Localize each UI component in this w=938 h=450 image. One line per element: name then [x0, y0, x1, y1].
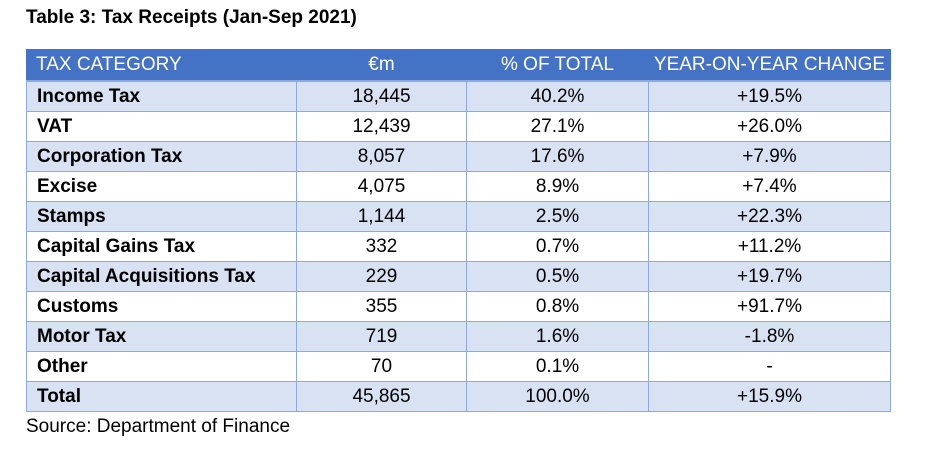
cell-change: -1.8% — [648, 321, 891, 352]
table-row: Income Tax 18,445 40.2% +19.5% — [26, 80, 891, 112]
cell-change: +11.2% — [648, 231, 891, 262]
cell-category: VAT — [26, 111, 297, 142]
table-row: Corporation Tax 8,057 17.6% +7.9% — [26, 141, 891, 172]
cell-category: Total — [26, 381, 297, 412]
cell-amount: 70 — [296, 351, 467, 382]
cell-change: +7.4% — [648, 171, 891, 202]
cell-share: 0.7% — [466, 231, 649, 262]
cell-amount: 12,439 — [296, 111, 467, 142]
cell-category: Excise — [26, 171, 297, 202]
cell-category: Capital Acquisitions Tax — [26, 261, 297, 292]
table-row: Other 70 0.1% - — [26, 351, 891, 382]
cell-amount: 332 — [296, 231, 467, 262]
cell-share: 17.6% — [466, 141, 649, 172]
tax-receipts-table: TAX CATEGORY €m % OF TOTAL YEAR-ON-YEAR … — [26, 49, 891, 412]
header-year-on-year-change: YEAR-ON-YEAR CHANGE — [648, 49, 891, 82]
table-header-row: TAX CATEGORY €m % OF TOTAL YEAR-ON-YEAR … — [26, 49, 891, 82]
cell-share: 100.0% — [466, 381, 649, 412]
cell-change: +91.7% — [648, 291, 891, 322]
cell-category: Motor Tax — [26, 321, 297, 352]
table-title: Table 3: Tax Receipts (Jan-Sep 2021) — [26, 7, 357, 28]
cell-share: 0.8% — [466, 291, 649, 322]
cell-amount: 229 — [296, 261, 467, 292]
table-row-total: Total 45,865 100.0% +15.9% — [26, 381, 891, 412]
cell-share: 1.6% — [466, 321, 649, 352]
source-note: Source: Department of Finance — [26, 416, 291, 437]
table-row: Motor Tax 719 1.6% -1.8% — [26, 321, 891, 352]
table-row: Capital Gains Tax 332 0.7% +11.2% — [26, 231, 891, 262]
cell-category: Corporation Tax — [26, 141, 297, 172]
cell-amount: 45,865 — [296, 381, 467, 412]
cell-share: 0.5% — [466, 261, 649, 292]
cell-share: 2.5% — [466, 201, 649, 232]
cell-share: 0.1% — [466, 351, 649, 382]
cell-share: 27.1% — [466, 111, 649, 142]
cell-category: Capital Gains Tax — [26, 231, 297, 262]
cell-amount: 18,445 — [296, 80, 467, 112]
cell-change: +19.5% — [648, 80, 891, 112]
table-row: Excise 4,075 8.9% +7.4% — [26, 171, 891, 202]
table-row: Customs 355 0.8% +91.7% — [26, 291, 891, 322]
cell-amount: 1,144 — [296, 201, 467, 232]
header-amount: €m — [296, 49, 467, 82]
cell-category: Stamps — [26, 201, 297, 232]
table-row: Stamps 1,144 2.5% +22.3% — [26, 201, 891, 232]
cell-change: +7.9% — [648, 141, 891, 172]
cell-category: Income Tax — [26, 80, 297, 112]
cell-amount: 355 — [296, 291, 467, 322]
cell-change: +22.3% — [648, 201, 891, 232]
cell-change: +26.0% — [648, 111, 891, 142]
table-row: Capital Acquisitions Tax 229 0.5% +19.7% — [26, 261, 891, 292]
cell-amount: 8,057 — [296, 141, 467, 172]
cell-share: 40.2% — [466, 80, 649, 112]
cell-share: 8.9% — [466, 171, 649, 202]
cell-category: Customs — [26, 291, 297, 322]
header-percent-of-total: % OF TOTAL — [466, 49, 649, 82]
cell-change: +19.7% — [648, 261, 891, 292]
header-tax-category: TAX CATEGORY — [26, 49, 297, 82]
cell-change: +15.9% — [648, 381, 891, 412]
cell-amount: 719 — [296, 321, 467, 352]
cell-change: - — [648, 351, 891, 382]
table-row: VAT 12,439 27.1% +26.0% — [26, 111, 891, 142]
cell-category: Other — [26, 351, 297, 382]
cell-amount: 4,075 — [296, 171, 467, 202]
